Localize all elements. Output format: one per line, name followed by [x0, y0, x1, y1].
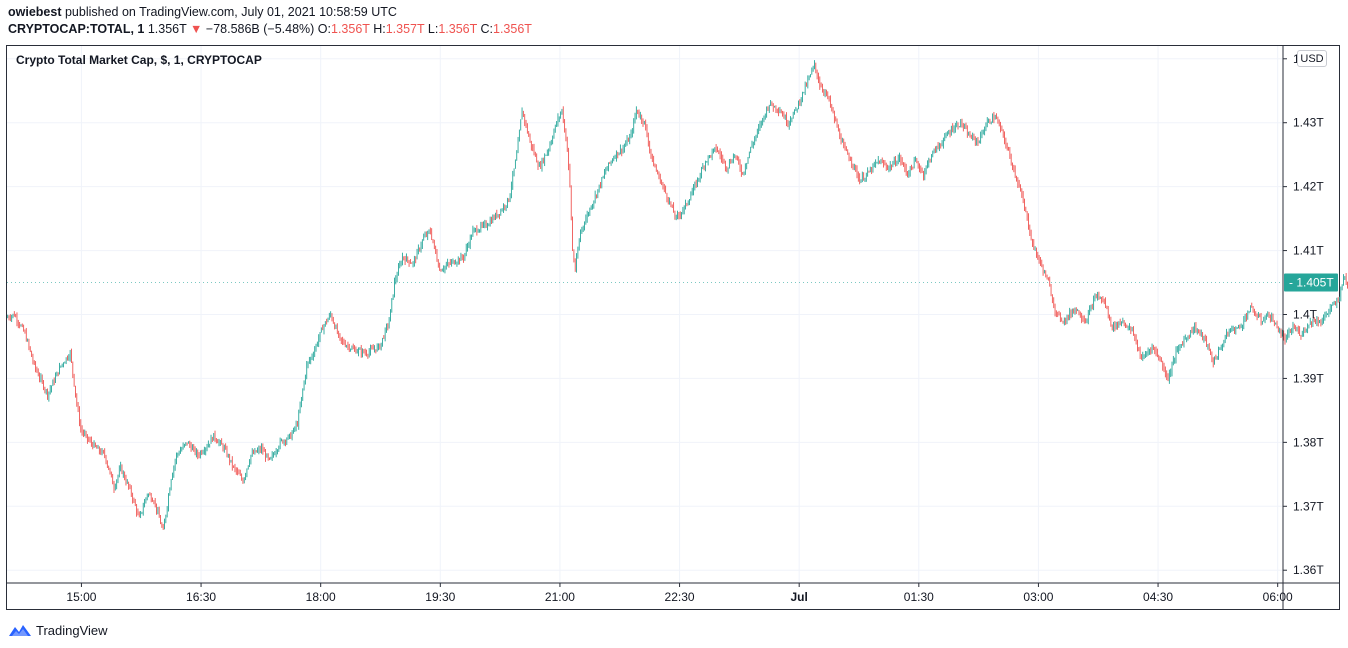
x-tick-label: 16:30 [186, 590, 216, 604]
change-down-arrow-icon: ▼ [190, 22, 203, 36]
x-tick-label: 21:00 [545, 590, 575, 604]
publish-info: owiebest published on TradingView.com, J… [8, 5, 397, 19]
y-tick-label: 1.42T [1293, 180, 1324, 194]
footer-brand[interactable]: TradingView [8, 621, 108, 639]
x-tick-label: 03:00 [1023, 590, 1053, 604]
x-tick-label: 22:30 [665, 590, 695, 604]
low-label: L: [427, 22, 439, 36]
currency-button[interactable]: USD [1297, 50, 1327, 67]
brand-name: TradingView [36, 622, 108, 638]
close-value: 1.356T [493, 22, 532, 36]
last-price-label: - 1.405T [1289, 276, 1334, 290]
change-value: −78.586B (−5.48%) [205, 22, 315, 36]
symbol-label: CRYPTOCAP:TOTAL, 1 [8, 22, 145, 36]
x-tick-label: 15:00 [66, 590, 96, 604]
x-tick-label: 18:00 [306, 590, 336, 604]
x-tick-label: 06:00 [1263, 590, 1293, 604]
y-tick-label: 1.39T [1293, 371, 1324, 385]
high-value: 1.357T [385, 22, 425, 36]
y-tick-label: 1.38T [1293, 435, 1324, 449]
close-label: C: [480, 22, 494, 36]
chart-grid [7, 46, 1283, 583]
low-value: 1.356T [438, 22, 478, 36]
high-label: H: [373, 22, 386, 36]
chart-frame[interactable] [6, 45, 1340, 610]
open-value: 1.356T [331, 22, 370, 36]
published-text: published on TradingView.com, July 01, 2… [64, 5, 397, 19]
last-value: 1.356T [147, 22, 187, 36]
chart-title: Crypto Total Market Cap, $, 1, CRYPTOCAP [16, 53, 262, 67]
open-label: O: [317, 22, 331, 36]
tradingview-logo-icon [9, 625, 31, 636]
candles [7, 60, 1348, 530]
y-tick-label: 1.36T [1293, 563, 1324, 577]
symbol-info-bar: CRYPTOCAP:TOTAL, 1 1.356T ▼ −78.586B (−5… [8, 22, 532, 36]
time-axis: 15:00 16:30 18:00 19:30 21:00 22:30 Jul 01:30 03… [66, 583, 1293, 604]
last-price-marker: - 1.405T [7, 273, 1338, 292]
x-tick-label: 19:30 [425, 590, 455, 604]
y-tick-label: 1.41T [1293, 244, 1324, 258]
x-tick-label: 04:30 [1143, 590, 1173, 604]
y-tick-label: 1.4T [1293, 308, 1318, 322]
last-price-badge [1284, 273, 1338, 292]
author-name[interactable]: owiebest [8, 5, 62, 19]
y-tick-label: 1.43T [1293, 116, 1324, 130]
price-axis: 1.36T1.37T1.38T1.39T1.4T1.41T1.42T1.43T1… [1283, 52, 1324, 577]
x-tick-label: Jul [791, 590, 808, 604]
x-tick-label: 01:30 [904, 590, 934, 604]
y-tick-label: 1.37T [1293, 499, 1324, 513]
